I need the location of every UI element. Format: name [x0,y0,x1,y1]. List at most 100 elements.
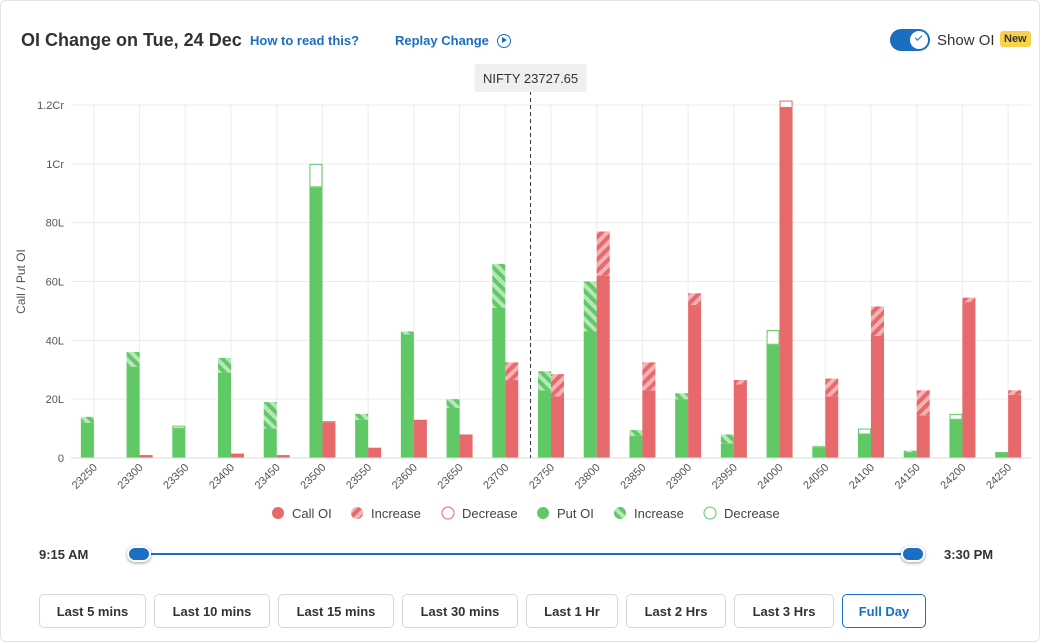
put-oi-decrease-bar[interactable] [766,330,780,345]
call-oi-bar[interactable] [368,447,382,458]
x-tick-label: 23500 [298,462,328,492]
range-button-last-1-hr[interactable]: Last 1 Hr [526,594,618,628]
time-slider-track[interactable] [139,553,913,555]
put-oi-bar[interactable] [629,435,643,458]
put-oi-increase-bar[interactable] [492,263,506,308]
put-oi-increase-bar[interactable] [583,281,597,332]
call-oi-bar[interactable] [459,434,473,458]
put-oi-decrease-bar[interactable] [949,413,963,420]
call-oi-bar[interactable] [733,384,747,458]
call-oi-bar[interactable] [962,302,976,458]
legend-call-increase[interactable]: Increase [351,506,421,521]
call-oi-bar[interactable] [413,419,427,458]
put-oi-bar[interactable] [583,331,597,458]
range-button-last-2-hrs[interactable]: Last 2 Hrs [626,594,726,628]
range-button-last-15-mins[interactable]: Last 15 mins [278,594,394,628]
put-oi-bar[interactable] [263,428,277,458]
put-oi-bar[interactable] [218,372,231,458]
call-oi-increase-bar[interactable] [551,374,564,397]
x-tick-label: 24150 [893,462,923,492]
call-oi-bar[interactable] [916,415,930,458]
call-oi-increase-bar[interactable] [642,362,656,391]
call-oi-increase-bar[interactable] [505,362,519,381]
call-oi-bar[interactable] [1008,394,1022,458]
call-oi-increase-bar[interactable] [916,390,930,416]
range-button-last-3-hrs[interactable]: Last 3 Hrs [734,594,834,628]
call-oi-increase-bar[interactable] [596,231,610,276]
call-oi-bar[interactable] [322,422,336,458]
call-oi-increase-bar[interactable] [962,297,976,303]
put-oi-increase-bar[interactable] [218,357,231,373]
put-oi-increase-bar[interactable] [446,399,460,408]
call-oi-increase-bar[interactable] [688,293,702,306]
range-button-last-30-mins[interactable]: Last 30 mins [402,594,518,628]
call-oi-bar[interactable] [596,275,610,458]
put-oi-bar[interactable] [355,419,369,458]
call-oi-increase-bar[interactable] [1008,390,1022,395]
show-oi-toggle[interactable] [890,29,930,51]
put-oi-increase-bar[interactable] [538,371,551,391]
put-oi-bar[interactable] [812,447,826,458]
call-oi-bar[interactable] [642,390,656,458]
call-oi-increase-bar[interactable] [825,378,839,397]
put-oi-bar[interactable] [766,344,780,458]
replay-change-link[interactable]: Replay Change [395,33,511,48]
put-oi-bar[interactable] [949,419,963,458]
put-oi-bar[interactable] [309,187,323,458]
legend-label: Decrease [724,506,780,521]
call-oi-increase-bar[interactable] [871,306,884,336]
call-oi-increase-bar[interactable] [733,380,747,385]
put-oi-decrease-bar[interactable] [172,425,186,429]
legend-label: Increase [634,506,684,521]
range-button-last-5-mins[interactable]: Last 5 mins [39,594,146,628]
call-oi-bar[interactable] [139,455,153,458]
range-button-full-day[interactable]: Full Day [842,594,926,628]
call-oi-bar[interactable] [688,305,702,458]
put-oi-decrease-bar[interactable] [309,163,323,188]
slider-start-handle[interactable] [127,546,151,562]
call-oi-bar[interactable] [871,335,884,458]
call-oi-bar[interactable] [551,396,564,458]
legend-put-oi[interactable]: Put OI [537,506,594,521]
call-oi-bar[interactable] [825,396,839,458]
spot-label-box [474,64,587,92]
put-oi-bar[interactable] [80,422,94,458]
call-oi-bar[interactable] [505,380,519,458]
put-oi-bar[interactable] [126,366,140,458]
put-oi-bar[interactable] [400,334,414,458]
slider-end-handle[interactable] [901,546,925,562]
put-oi-bar[interactable] [492,307,506,458]
put-oi-increase-bar[interactable] [400,331,414,335]
legend-put-decrease[interactable]: Decrease [703,506,780,521]
put-oi-bar[interactable] [675,399,689,458]
x-tick-label: 23250 [70,462,100,492]
put-oi-bar[interactable] [720,443,734,458]
put-oi-bar[interactable] [446,407,460,458]
put-oi-decrease-bar[interactable] [858,428,871,435]
call-oi-bar[interactable] [276,455,290,458]
put-oi-bar[interactable] [538,390,551,458]
put-oi-increase-bar[interactable] [263,402,277,429]
call-oi-decrease-bar[interactable] [779,100,793,108]
range-button-last-10-mins[interactable]: Last 10 mins [154,594,270,628]
put-oi-increase-bar[interactable] [355,413,369,420]
put-oi-increase-bar[interactable] [629,430,643,436]
put-oi-bar[interactable] [903,452,917,458]
call-oi-bar[interactable] [231,453,244,458]
how-to-read-link[interactable]: How to read this? [250,33,360,48]
put-oi-increase-bar[interactable] [80,416,94,423]
legend-call-oi[interactable]: Call OI [272,506,332,521]
put-oi-bar[interactable] [172,428,186,458]
legend-call-decrease[interactable]: Decrease [441,506,518,521]
put-oi-bar[interactable] [858,434,871,458]
legend-put-increase[interactable]: Increase [614,506,684,521]
put-oi-increase-bar[interactable] [720,434,734,444]
call-oi-bar[interactable] [779,107,793,459]
put-oi-increase-bar[interactable] [675,393,689,400]
put-oi-bar[interactable] [995,452,1009,458]
put-oi-increase-bar[interactable] [903,450,917,453]
legend-label: Call OI [292,506,332,521]
replay-change-label: Replay Change [395,33,489,48]
legend-label: Increase [371,506,421,521]
put-oi-increase-bar[interactable] [126,352,140,367]
